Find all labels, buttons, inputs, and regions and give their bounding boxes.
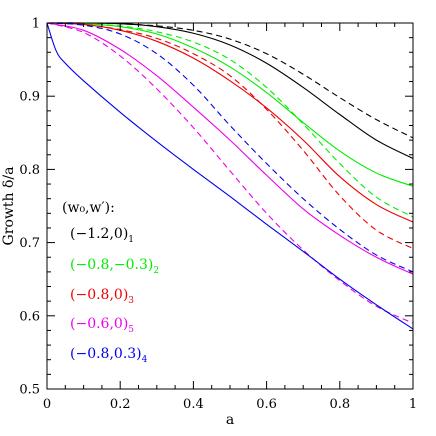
legend-entry-4: (−0.6,0)5 xyxy=(70,316,134,335)
tick-labels-layer: 0 0.2 0.4 0.6 0.8 1 0.5 0.6 0.7 0.8 0.9 1 xyxy=(19,17,417,413)
series-line-8-dashed xyxy=(46,22,414,324)
x-tick-label: 0.6 xyxy=(256,397,277,412)
ticks-layer xyxy=(46,22,414,390)
series-line-5-solid xyxy=(46,22,414,223)
series-line-6-dashed xyxy=(46,22,414,249)
x-tick-label: 0.8 xyxy=(329,397,350,412)
y-axis-label: Growth δ/a xyxy=(1,167,17,246)
x-axis-label: a xyxy=(226,412,234,428)
y-tick-label: 0.9 xyxy=(19,90,40,105)
legend-title: (w₀,w′): xyxy=(62,200,115,216)
legend: (w₀,w′): (−1.2,0)1 (−0.8,−0.3)2 (−0.8,0)3 (… xyxy=(62,200,159,365)
x-tick-label: 0.2 xyxy=(110,397,131,412)
y-tick-label: 0.8 xyxy=(19,163,40,178)
series-line-10-dashed xyxy=(46,22,414,273)
series-layer xyxy=(46,22,414,330)
y-tick-label: 1 xyxy=(32,17,40,32)
series-line-4-dashed xyxy=(46,22,414,218)
legend-entry-2: (−0.8,−0.3)2 xyxy=(70,257,159,276)
y-tick-label: 0.5 xyxy=(19,383,40,398)
y-tick-label: 0.7 xyxy=(19,236,40,251)
series-line-7-solid xyxy=(46,22,414,275)
x-tick-label: 1 xyxy=(409,397,417,412)
x-tick-label: 0 xyxy=(43,397,51,412)
y-tick-label: 0.6 xyxy=(19,309,40,324)
x-tick-label: 0.4 xyxy=(183,397,204,412)
legend-entry-5: (−0.8,0.3)4 xyxy=(70,346,148,365)
series-line-9-solid xyxy=(46,22,414,330)
series-line-1-solid xyxy=(46,22,414,159)
legend-entry-1: (−1.2,0)1 xyxy=(70,226,134,245)
legend-entry-3: (−0.8,0)3 xyxy=(70,287,134,306)
series-line-3-solid xyxy=(46,22,414,187)
